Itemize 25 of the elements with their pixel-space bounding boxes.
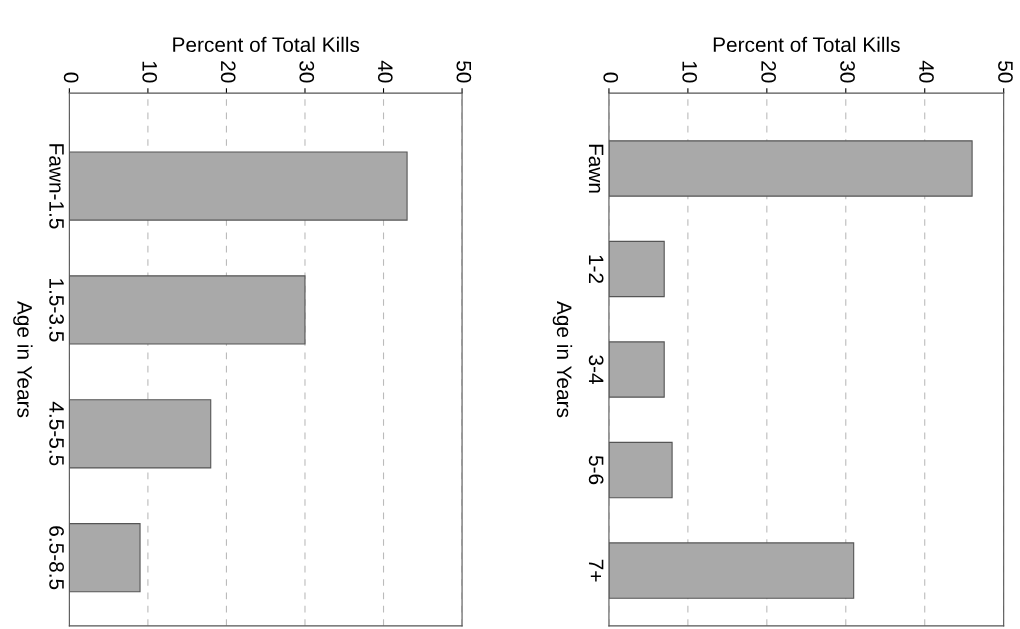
x-tick-label: 30 bbox=[299, 60, 315, 83]
y-axis-title: Age in Years bbox=[552, 301, 573, 418]
x-tick-label: 10 bbox=[142, 61, 158, 83]
y-axis-title: Age in Years bbox=[13, 301, 33, 418]
y-tick-label: 6.5-8.5 bbox=[49, 526, 64, 590]
x-tick-label: 20 bbox=[761, 61, 776, 83]
y-tick-label: Fawn bbox=[588, 144, 604, 193]
y-tick-label: 7+ bbox=[588, 559, 604, 582]
x-tick-label: 0 bbox=[603, 72, 619, 83]
x-tick-label: 40 bbox=[919, 60, 934, 83]
y-tick-label: 1.5-3.5 bbox=[49, 279, 64, 342]
y-tick-label: 4.5-5.5 bbox=[49, 401, 64, 466]
x-tick-label: 10 bbox=[682, 61, 698, 83]
x-tick-label: 20 bbox=[220, 61, 236, 83]
y-tick-label: 1-2 bbox=[588, 255, 604, 284]
y-tick-label: 5-6 bbox=[588, 455, 604, 485]
x-tick-label: 50 bbox=[998, 61, 1013, 83]
x-tick-label: 40 bbox=[377, 60, 393, 83]
x-tick-label: 0 bbox=[63, 72, 79, 83]
x-tick-label: 50 bbox=[456, 61, 472, 83]
x-axis-title: Percent of Total Kills bbox=[713, 36, 900, 53]
y-tick-label: 3-4 bbox=[588, 355, 604, 384]
y-tick-label: Fawn-1.5 bbox=[49, 144, 64, 229]
x-axis-title: Percent of Total Kills bbox=[173, 36, 360, 53]
x-tick-label: 30 bbox=[840, 60, 855, 83]
